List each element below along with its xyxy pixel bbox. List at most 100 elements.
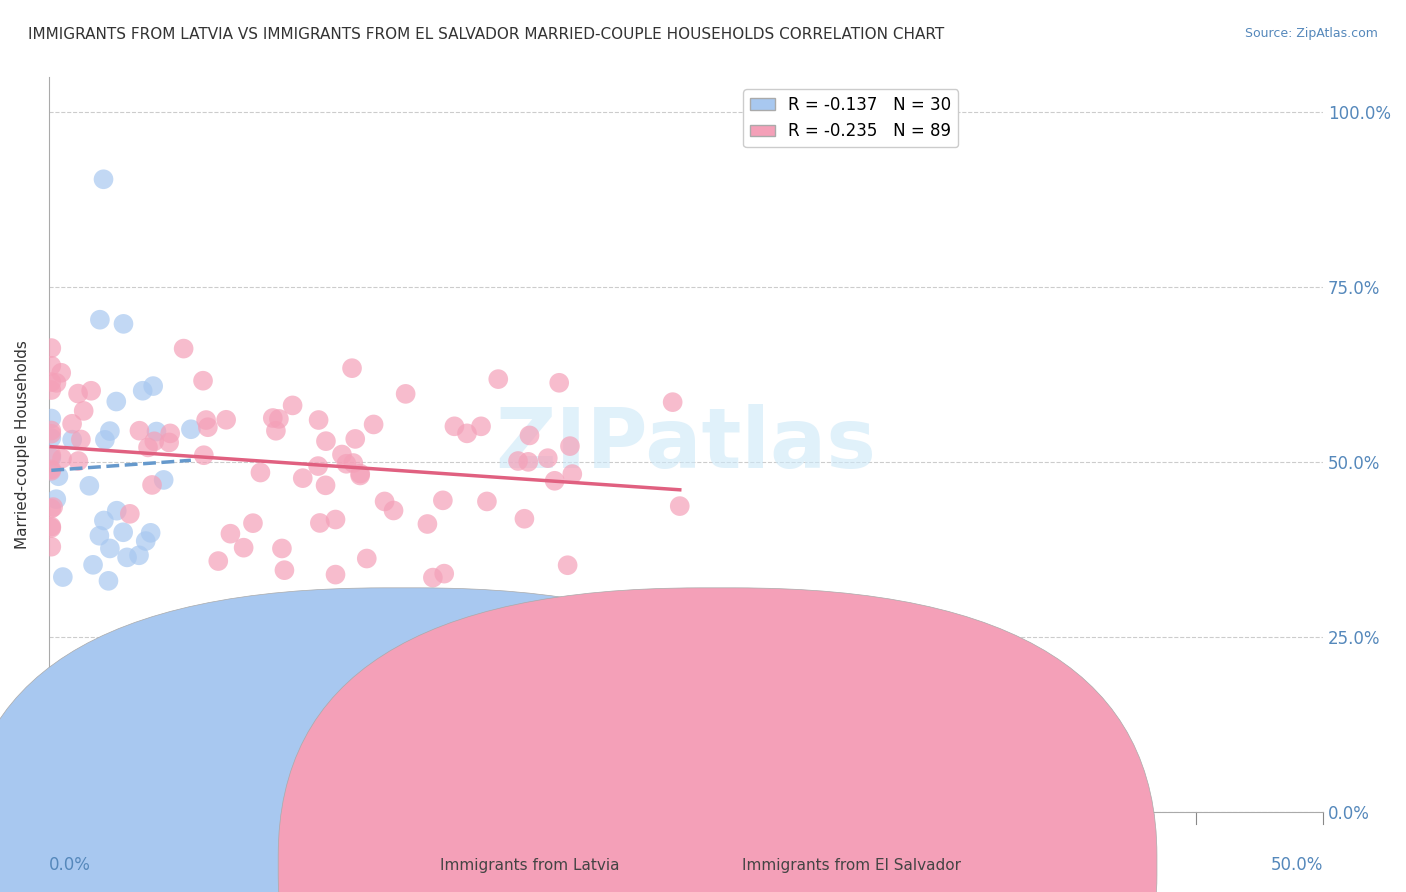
- Point: [561, 467, 583, 481]
- Point: [506, 454, 529, 468]
- Point: [136, 441, 159, 455]
- Point: [105, 504, 128, 518]
- Point: [219, 526, 242, 541]
- Point: [519, 428, 541, 442]
- Point: [45, 492, 67, 507]
- Point: [475, 494, 498, 508]
- Point: [128, 424, 150, 438]
- Point: [342, 456, 364, 470]
- Point: [267, 412, 290, 426]
- Point: [105, 394, 128, 409]
- Point: [262, 411, 284, 425]
- Point: [661, 395, 683, 409]
- Point: [232, 541, 254, 555]
- Point: [118, 507, 141, 521]
- Point: [486, 372, 509, 386]
- Point: [115, 550, 138, 565]
- Point: [264, 424, 287, 438]
- Point: [273, 563, 295, 577]
- Point: [330, 448, 353, 462]
- Point: [335, 457, 357, 471]
- Point: [93, 513, 115, 527]
- Point: [39, 521, 62, 535]
- Point: [139, 525, 162, 540]
- Text: IMMIGRANTS FROM LATVIA VS IMMIGRANTS FROM EL SALVADOR MARRIED-COUPLE HOUSEHOLDS : IMMIGRANTS FROM LATVIA VS IMMIGRANTS FRO…: [28, 27, 945, 42]
- Point: [145, 425, 167, 439]
- Point: [433, 566, 456, 581]
- Point: [173, 342, 195, 356]
- Point: [443, 419, 465, 434]
- Point: [548, 376, 571, 390]
- Point: [98, 424, 121, 438]
- Point: [159, 426, 181, 441]
- Point: [39, 540, 62, 554]
- Point: [60, 417, 83, 431]
- Point: [349, 467, 371, 481]
- Point: [291, 471, 314, 485]
- Point: [67, 386, 90, 401]
- Point: [180, 422, 202, 436]
- Point: [39, 424, 62, 438]
- Point: [42, 500, 65, 514]
- Point: [39, 359, 62, 373]
- Point: [67, 454, 90, 468]
- Point: [79, 479, 101, 493]
- Point: [93, 172, 115, 186]
- Text: 0.0%: 0.0%: [49, 856, 90, 874]
- Point: [215, 413, 238, 427]
- Y-axis label: Married-couple Households: Married-couple Households: [15, 341, 30, 549]
- Point: [98, 541, 121, 556]
- Text: Source: ZipAtlas.com: Source: ZipAtlas.com: [1244, 27, 1378, 40]
- Point: [356, 551, 378, 566]
- Point: [271, 541, 294, 556]
- Point: [308, 413, 330, 427]
- Point: [315, 434, 337, 449]
- Point: [416, 516, 439, 531]
- Point: [48, 469, 70, 483]
- Point: [135, 534, 157, 549]
- Point: [89, 529, 111, 543]
- Point: [157, 435, 180, 450]
- Point: [89, 312, 111, 326]
- Point: [470, 419, 492, 434]
- Point: [39, 411, 62, 425]
- Text: ZIPatlas: ZIPatlas: [495, 404, 876, 485]
- Point: [51, 366, 73, 380]
- Point: [70, 433, 93, 447]
- Point: [39, 426, 62, 441]
- Point: [195, 413, 218, 427]
- Point: [112, 317, 135, 331]
- Point: [422, 571, 444, 585]
- Point: [131, 384, 153, 398]
- Point: [537, 451, 560, 466]
- Point: [557, 558, 579, 573]
- Point: [374, 494, 396, 508]
- Legend: R = -0.137   N = 30, R = -0.235   N = 89: R = -0.137 N = 30, R = -0.235 N = 89: [744, 89, 957, 147]
- Point: [373, 600, 395, 615]
- Point: [39, 462, 62, 476]
- Point: [325, 512, 347, 526]
- Point: [517, 455, 540, 469]
- Point: [307, 459, 329, 474]
- Point: [51, 451, 73, 466]
- Point: [395, 387, 418, 401]
- Point: [45, 376, 67, 390]
- Point: [349, 468, 371, 483]
- Point: [308, 516, 330, 530]
- Text: Immigrants from Latvia: Immigrants from Latvia: [440, 858, 620, 872]
- Point: [242, 516, 264, 531]
- Point: [39, 464, 62, 478]
- Point: [128, 549, 150, 563]
- Point: [281, 398, 304, 412]
- Point: [80, 384, 103, 398]
- Point: [315, 478, 337, 492]
- Point: [191, 374, 214, 388]
- Point: [207, 554, 229, 568]
- Point: [249, 466, 271, 480]
- Point: [456, 426, 478, 441]
- Point: [39, 383, 62, 397]
- Point: [97, 574, 120, 588]
- Point: [340, 361, 363, 376]
- Text: 50.0%: 50.0%: [1271, 856, 1323, 874]
- Point: [94, 433, 117, 447]
